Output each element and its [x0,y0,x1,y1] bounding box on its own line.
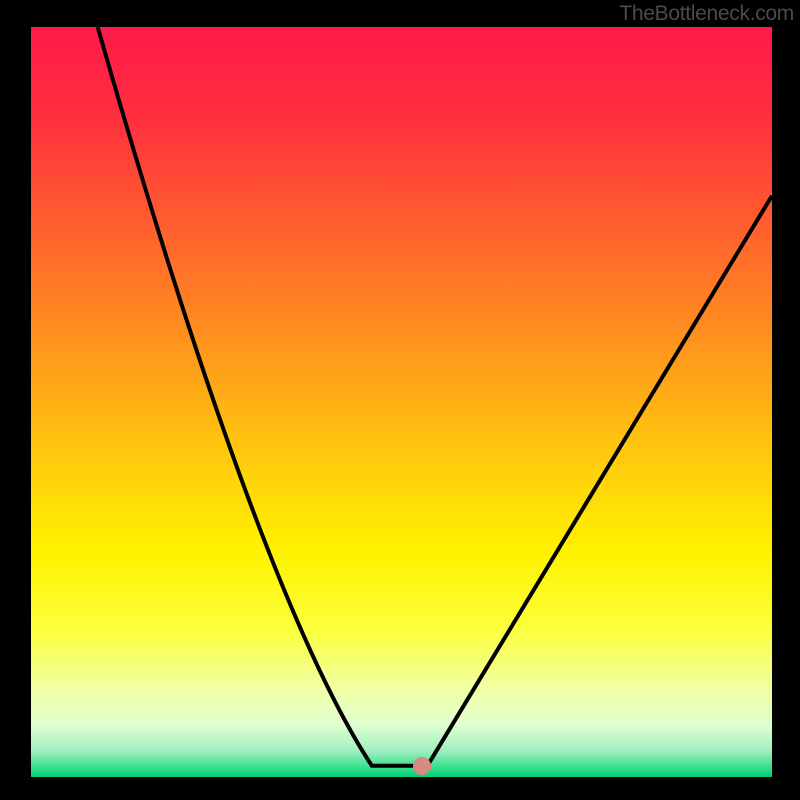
optimal-point-marker [413,757,431,775]
watermark-text: TheBottleneck.com [619,2,794,26]
plot-area [31,27,772,777]
bottleneck-curve [31,27,772,777]
